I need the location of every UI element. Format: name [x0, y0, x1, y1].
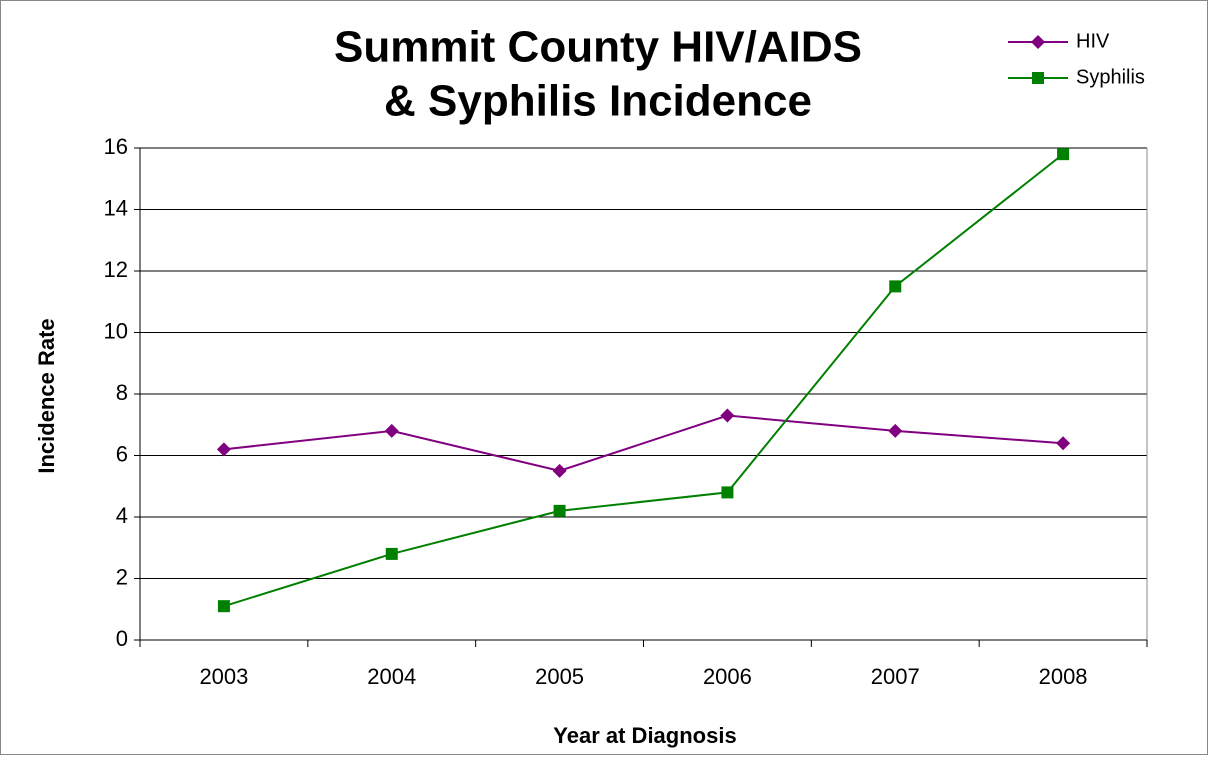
x-tick-label: 2005 [535, 664, 584, 689]
y-tick-label: 14 [104, 195, 128, 220]
data-point [385, 547, 398, 560]
data-point [720, 408, 735, 423]
series-line [223, 414, 1064, 472]
x-axis-label: Year at Diagnosis [553, 723, 736, 748]
x-tick-label: 2007 [871, 664, 920, 689]
data-point [889, 280, 902, 293]
data-point [217, 600, 230, 613]
legend-label: HIV [1076, 30, 1110, 52]
data-point [553, 504, 566, 517]
y-tick-label: 10 [104, 318, 128, 343]
x-tick-label: 2004 [367, 664, 416, 689]
y-tick-label: 4 [116, 503, 128, 528]
x-tick-label: 2008 [1039, 664, 1088, 689]
legend-marker [1031, 35, 1045, 49]
data-point [1056, 436, 1071, 451]
legend-marker [1032, 72, 1044, 84]
y-tick-label: 8 [116, 380, 128, 405]
x-tick-label: 2003 [199, 664, 248, 689]
data-point [1057, 148, 1070, 161]
series-line [223, 153, 1064, 608]
data-point [721, 486, 734, 499]
y-tick-label: 6 [116, 441, 128, 466]
chart-title: Summit County HIV/AIDS [334, 23, 862, 72]
y-axis-label: Incidence Rate [34, 318, 59, 473]
data-point [384, 423, 399, 438]
x-tick-label: 2006 [703, 664, 752, 689]
data-point [888, 423, 903, 438]
y-tick-label: 2 [116, 564, 128, 589]
data-point [216, 442, 231, 457]
y-tick-label: 0 [116, 626, 128, 651]
y-tick-label: 12 [104, 257, 128, 282]
chart-title: & Syphilis Incidence [384, 77, 812, 126]
data-point [552, 463, 567, 478]
y-tick-label: 16 [104, 134, 128, 159]
legend-label: Syphilis [1076, 66, 1145, 88]
